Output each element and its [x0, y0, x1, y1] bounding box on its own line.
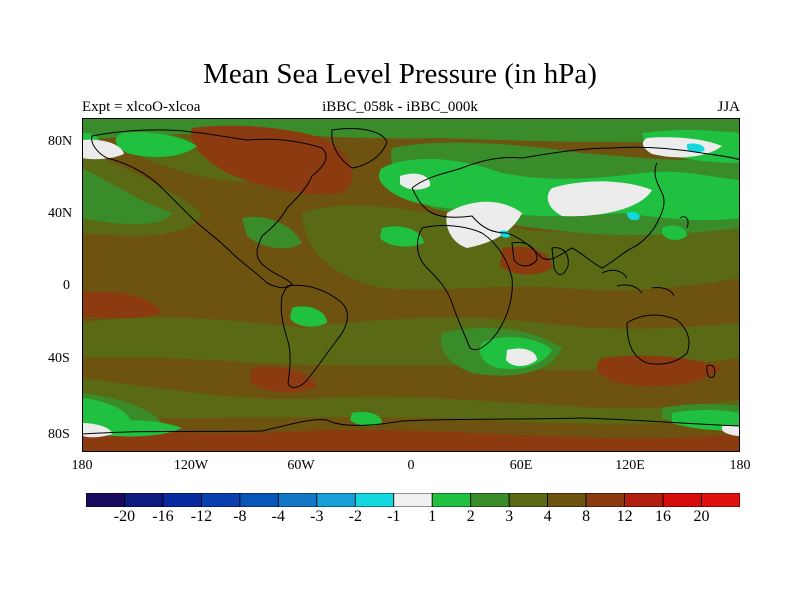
rust-regions [82, 125, 740, 452]
experiment-label: Expt = xlcoO-xlcoa [82, 99, 201, 115]
colorbar-box [124, 493, 164, 507]
colorbar-label: 8 [582, 508, 591, 525]
lon-label-180e: 180 [729, 458, 751, 473]
colorbar-label: 20 [693, 508, 710, 525]
lon-label-0: 0 [407, 458, 415, 473]
colorbar-label: 1 [428, 508, 437, 525]
colorbar-box [701, 493, 740, 507]
colorbar-box [431, 493, 472, 507]
colorbar-label: -16 [152, 508, 174, 525]
colorbar-label: -20 [113, 508, 136, 525]
colorbar-box [547, 493, 587, 507]
colorbar-box [354, 493, 395, 507]
colorbar-box [316, 493, 356, 507]
colorbar-box [201, 493, 241, 507]
colorbar-label: 2 [466, 508, 475, 525]
coastlines [82, 128, 740, 435]
colorbar-box [508, 493, 549, 507]
colorbar-box [393, 493, 433, 507]
cyan-regions [499, 143, 705, 238]
colorbar-box [277, 493, 318, 507]
chart-title: Mean Sea Level Pressure (in hPa) [203, 58, 597, 90]
colorbar-box [662, 493, 702, 507]
colorbar-box [86, 493, 125, 507]
colorbar-label: -1 [387, 508, 401, 525]
lon-label-120e: 120E [615, 458, 645, 473]
lat-label-80n: 80N [48, 134, 73, 149]
colorbar-label: 12 [616, 508, 633, 525]
lon-label-180w: 180 [71, 458, 93, 473]
season-label: JJA [717, 99, 740, 115]
colorbar-label: -4 [271, 508, 285, 525]
pressure-map [82, 118, 740, 452]
colorbar-box [239, 493, 279, 507]
colorbar-box [624, 493, 664, 507]
colorbar-box [585, 493, 625, 507]
experiment-difference-label: iBBC_058k - iBBC_000k [322, 99, 478, 115]
colorbar-box [470, 493, 510, 507]
colorbar-box [162, 493, 202, 507]
colorbar-label: -2 [348, 508, 362, 525]
neutral-regions [82, 137, 740, 438]
colorbar-label: -12 [190, 508, 213, 525]
lat-label-80s: 80S [48, 427, 70, 442]
lat-label-0: 0 [63, 278, 70, 293]
lon-label-60e: 60E [509, 458, 533, 473]
lon-label-120w: 120W [173, 458, 209, 473]
colorbar-label: 16 [655, 508, 672, 525]
colorbar-label: 4 [543, 508, 552, 525]
colorbar [86, 493, 740, 507]
lat-label-40s: 40S [48, 351, 70, 366]
colorbar-label: 3 [505, 508, 514, 525]
lon-label-60w: 60W [287, 458, 315, 473]
colorbar-label: -3 [310, 508, 324, 525]
colorbar-label: -8 [233, 508, 247, 525]
map-frame [82, 118, 740, 452]
lat-label-40n: 40N [48, 206, 73, 221]
